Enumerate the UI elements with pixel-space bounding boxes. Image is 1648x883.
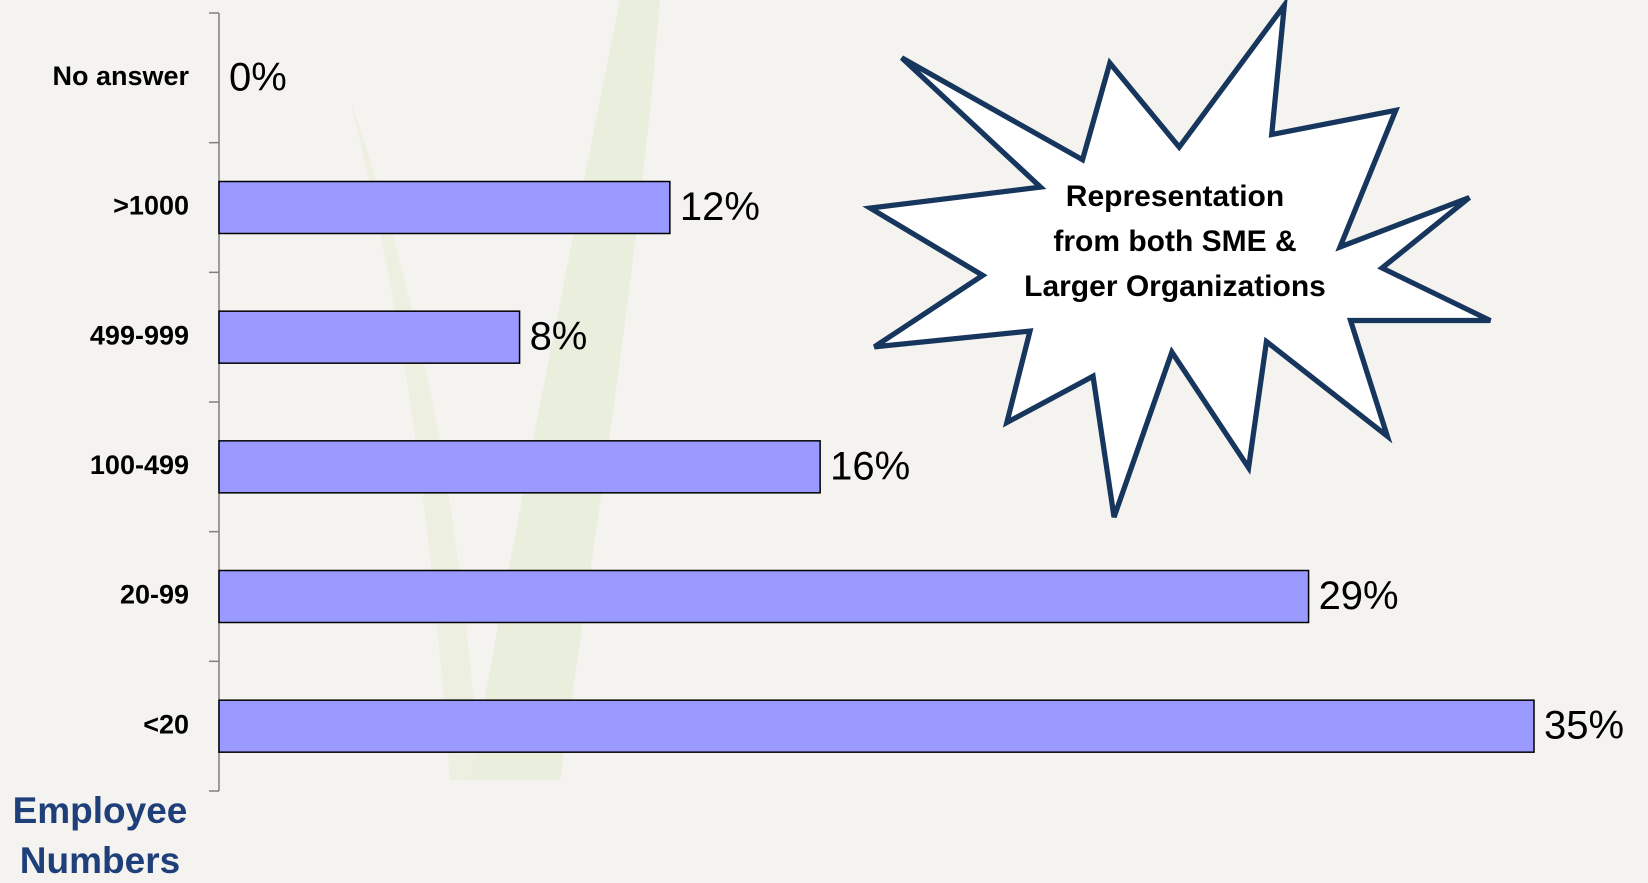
value-label: 29% — [1319, 574, 1399, 618]
annotation: Representation — [1066, 180, 1284, 213]
bar — [218, 569, 1310, 624]
value-label: 0% — [229, 55, 287, 99]
bar — [218, 699, 1535, 753]
y-tick-label: No answer — [52, 61, 189, 91]
y-tick-label: <20 — [143, 709, 189, 739]
starburst — [862, 0, 1492, 518]
y-tick-label: >1000 — [113, 191, 189, 221]
bar — [218, 440, 821, 494]
axis-label: Employee — [13, 790, 188, 831]
axis-label: Numbers — [20, 840, 180, 881]
y-tick-label: 100-499 — [90, 450, 189, 480]
bar — [218, 180, 671, 235]
y-tick-label: 499-999 — [90, 320, 189, 350]
annotation: Larger Organizations — [1024, 270, 1326, 303]
annotation: from both SME & — [1053, 225, 1296, 258]
value-label: 35% — [1544, 704, 1624, 748]
starburst-shape — [862, 0, 1492, 518]
value-label: 16% — [830, 444, 910, 488]
value-label: 8% — [530, 315, 588, 359]
y-tick-label: 20-99 — [120, 580, 189, 610]
value-label: 12% — [680, 185, 760, 229]
bar — [218, 310, 521, 364]
